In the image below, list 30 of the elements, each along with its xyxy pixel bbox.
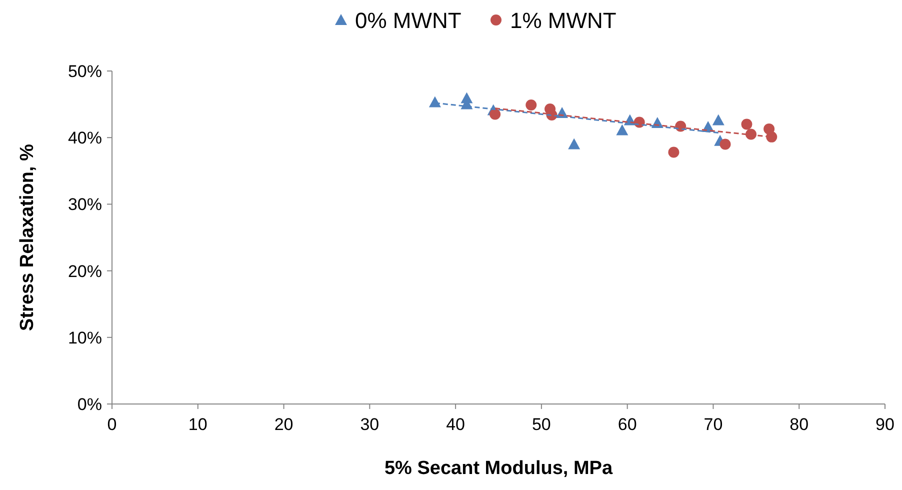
point [668, 146, 680, 158]
y-tick-label: 50% [68, 62, 102, 81]
x-tick-label: 90 [876, 415, 894, 434]
x-tick-label: 60 [618, 415, 637, 434]
y-tick-label: 20% [68, 262, 102, 281]
point [568, 138, 580, 150]
x-tick-label: 70 [704, 415, 723, 434]
point [720, 138, 731, 150]
y-axis-title: Stress Relaxation, % [17, 144, 38, 331]
x-tick-label: 40 [446, 415, 466, 434]
legend-label: 1% MWNT [510, 8, 616, 33]
point [766, 131, 778, 142]
x-tick-label: 80 [790, 415, 809, 434]
point [428, 96, 441, 108]
x-tick-label: 20 [274, 415, 294, 434]
y-tick-label: 10% [68, 328, 102, 348]
point [712, 114, 724, 126]
legend-label: 0% MWNT [355, 8, 462, 33]
x-axis-title: 5% Secant Modulus, MPa [384, 458, 613, 479]
point [526, 99, 537, 110]
x-tick-label: 30 [360, 415, 380, 434]
point [490, 108, 501, 120]
y-tick-label: 40% [68, 128, 102, 148]
y-tick-label: 30% [68, 195, 102, 214]
point [616, 124, 628, 136]
x-tick-label: 10 [188, 415, 208, 434]
y-tick-label: 0% [77, 395, 102, 414]
x-tick-label: 0 [107, 415, 117, 434]
x-tick-label: 50 [532, 415, 551, 434]
point [741, 118, 752, 130]
